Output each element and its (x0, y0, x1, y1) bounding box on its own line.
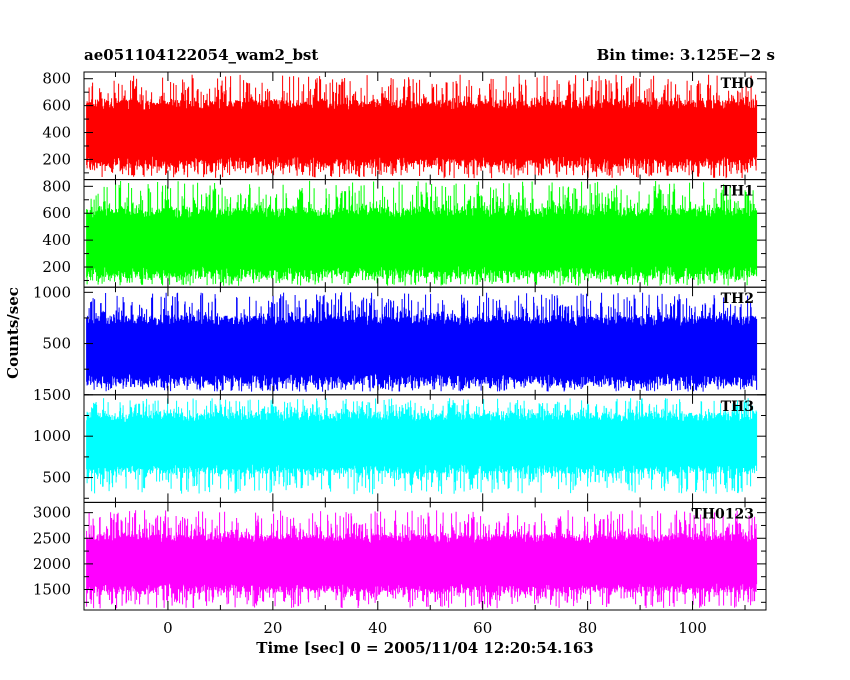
y-tick-label: 1000 (33, 427, 71, 445)
y-tick-label: 400 (42, 231, 71, 249)
x-tick-label: 60 (473, 619, 492, 637)
x-tick-label: 100 (678, 619, 707, 637)
y-tick-label: 2000 (33, 555, 71, 573)
panel-frame (83, 501, 767, 611)
y-tick-label: 800 (42, 177, 71, 195)
panel-label-th1: TH1 (721, 184, 754, 200)
y-tick-label: 1000 (33, 283, 71, 301)
panel-th1: 200 400 600 800 TH1 (42, 177, 767, 288)
panel-th0123: 1500 2000 2500 3000 TH0123 0 20 40 60 80 100 (33, 501, 767, 637)
x-tick-label: 40 (368, 619, 387, 637)
series-line-th0123 (86, 510, 758, 609)
y-tick-label: 600 (42, 97, 71, 115)
series-line-th2 (86, 292, 758, 392)
series-line-th1 (86, 180, 758, 286)
panel-th2: 500 1000 TH2 (33, 283, 767, 396)
series-line-th3 (86, 398, 758, 495)
y-tick-label: 500 (42, 335, 71, 353)
x-tick-label: 0 (163, 619, 173, 637)
panel-label-th2: TH2 (721, 291, 754, 307)
y-tick-label: 500 (42, 469, 71, 487)
panel-th0: 200 400 600 800 TH0 (42, 70, 767, 181)
x-tick-label: 80 (578, 619, 597, 637)
y-tick-label: 1500 (33, 386, 71, 404)
y-tick-label: 600 (42, 204, 71, 222)
series-line-th0 (86, 74, 758, 179)
chart-header-left: ae051104122054_wam2_bst (84, 46, 318, 64)
y-tick-label: 200 (42, 150, 71, 168)
panel-th3: 500 1000 1500 TH3 (33, 386, 767, 503)
panel-label-th3: TH3 (721, 399, 754, 415)
y-axis-label: Counts/sec (4, 287, 22, 379)
x-tick-label: 20 (263, 619, 282, 637)
x-axis-label: Time [sec] 0 = 2005/11/04 12:20:54.163 (256, 639, 593, 657)
y-tick-label: 1500 (33, 581, 71, 599)
y-tick-label: 2500 (33, 529, 71, 547)
y-tick-label: 800 (42, 70, 71, 88)
y-tick-label: 3000 (33, 504, 71, 522)
panel-label-th0: TH0 (721, 76, 755, 92)
chart-header-right: Bin time: 3.125E−2 s (597, 46, 775, 64)
y-tick-label: 400 (42, 124, 71, 142)
y-tick-label: 200 (42, 258, 71, 276)
panel-label-th0123: TH0123 (691, 506, 754, 522)
